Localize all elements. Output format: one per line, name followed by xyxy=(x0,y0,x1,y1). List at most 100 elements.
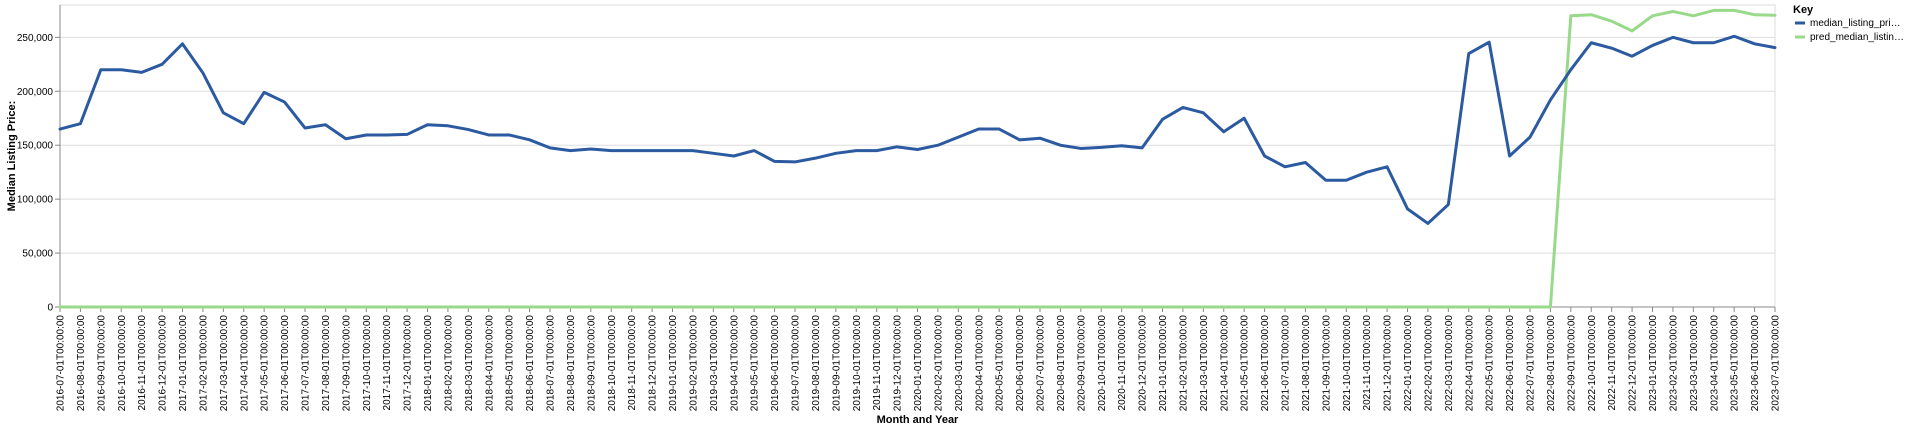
x-tick-label: 2022-03-01T00:00:00 xyxy=(1444,315,1455,412)
x-tick-label: 2019-07-01T00:00:00 xyxy=(791,315,802,412)
x-tick-label: 2017-02-01T00:00:00 xyxy=(198,315,209,412)
x-tick-label: 2020-08-01T00:00:00 xyxy=(1056,315,1067,412)
x-tick-label: 2023-06-01T00:00:00 xyxy=(1750,315,1761,412)
x-tick-label: 2020-06-01T00:00:00 xyxy=(1015,315,1026,412)
x-tick-label: 2018-08-01T00:00:00 xyxy=(566,315,577,412)
x-tick-label: 2021-02-01T00:00:00 xyxy=(1178,315,1189,412)
x-tick-label: 2023-02-01T00:00:00 xyxy=(1668,315,1679,412)
legend-title: Key xyxy=(1793,4,1814,16)
y-tick-label: 150,000 xyxy=(17,141,54,152)
x-tick-label: 2016-12-01T00:00:00 xyxy=(158,315,169,412)
x-tick-label: 2016-08-01T00:00:00 xyxy=(76,315,87,412)
x-tick-label: 2016-10-01T00:00:00 xyxy=(117,315,128,412)
x-tick-label: 2019-12-01T00:00:00 xyxy=(893,315,904,412)
x-tick-label: 2016-11-01T00:00:00 xyxy=(137,315,148,411)
x-tick-label: 2017-09-01T00:00:00 xyxy=(341,315,352,412)
y-tick-label: 0 xyxy=(47,303,53,314)
x-tick-label: 2020-10-01T00:00:00 xyxy=(1097,315,1108,412)
x-tick-label: 2023-04-01T00:00:00 xyxy=(1709,315,1720,412)
x-tick-label: 2017-06-01T00:00:00 xyxy=(280,315,291,412)
x-tick-label: 2019-03-01T00:00:00 xyxy=(709,315,720,412)
x-axis: 2016-07-01T00:00:00 2016-08-01T00:00:00 20… xyxy=(56,306,1782,412)
x-tick-label: 2017-01-01T00:00:00 xyxy=(178,315,189,412)
x-tick-label: 2022-12-01T00:00:00 xyxy=(1628,315,1639,412)
y-axis: 0 50,000 100,000 150,000 200,000 250,000 xyxy=(17,5,61,314)
x-tick-label: 2023-05-01T00:00:00 xyxy=(1730,315,1741,412)
x-tick-label: 2020-01-01T00:00:00 xyxy=(913,315,924,412)
x-tick-label: 2019-10-01T00:00:00 xyxy=(852,315,863,412)
x-tick-label: 2022-02-01T00:00:00 xyxy=(1423,315,1434,412)
plot-frame xyxy=(59,4,1776,308)
x-tick-label: 2020-05-01T00:00:00 xyxy=(995,315,1006,412)
x-tick-label: 2016-09-01T00:00:00 xyxy=(96,315,107,412)
x-tick-label: 2018-05-01T00:00:00 xyxy=(505,315,516,412)
x-tick-label: 2021-08-01T00:00:00 xyxy=(1301,315,1312,412)
x-tick-label: 2019-06-01T00:00:00 xyxy=(770,315,781,412)
x-tick-label: 2019-04-01T00:00:00 xyxy=(729,315,740,412)
x-tick-label: 2018-10-01T00:00:00 xyxy=(607,315,618,412)
x-tick-label: 2020-04-01T00:00:00 xyxy=(974,315,985,412)
x-tick-label: 2019-02-01T00:00:00 xyxy=(688,315,699,412)
x-tick-label: 2021-04-01T00:00:00 xyxy=(1219,315,1230,412)
x-tick-label: 2018-11-01T00:00:00 xyxy=(627,315,638,411)
x-tick-label: 2017-11-01T00:00:00 xyxy=(382,315,393,411)
x-tick-label: 2021-05-01T00:00:00 xyxy=(1240,315,1251,412)
x-tick-label: 2021-10-01T00:00:00 xyxy=(1342,315,1353,412)
x-tick-label: 2020-02-01T00:00:00 xyxy=(933,315,944,412)
x-tick-label: 2019-08-01T00:00:00 xyxy=(811,315,822,412)
x-tick-label: 2023-03-01T00:00:00 xyxy=(1689,315,1700,412)
x-tick-label: 2021-09-01T00:00:00 xyxy=(1321,315,1332,412)
x-tick-label: 2018-03-01T00:00:00 xyxy=(464,315,475,412)
x-tick-label: 2017-07-01T00:00:00 xyxy=(301,315,312,412)
x-tick-label: 2022-11-01T00:00:00 xyxy=(1607,315,1618,411)
x-tick-label: 2023-07-01T00:00:00 xyxy=(1771,315,1782,412)
x-tick-label: 2020-12-01T00:00:00 xyxy=(1138,315,1149,412)
x-tick-label: 2019-05-01T00:00:00 xyxy=(750,315,761,412)
x-tick-label: 2016-07-01T00:00:00 xyxy=(56,315,67,412)
x-tick-label: 2022-04-01T00:00:00 xyxy=(1464,315,1475,412)
x-tick-label: 2017-04-01T00:00:00 xyxy=(239,315,250,412)
x-tick-label: 2022-07-01T00:00:00 xyxy=(1526,315,1537,412)
x-tick-label: 2017-12-01T00:00:00 xyxy=(403,315,414,412)
x-tick-label: 2018-02-01T00:00:00 xyxy=(443,315,454,412)
x-tick-label: 2021-12-01T00:00:00 xyxy=(1383,315,1394,412)
x-tick-label: 2017-03-01T00:00:00 xyxy=(219,315,230,412)
x-tick-label: 2020-11-01T00:00:00 xyxy=(1117,315,1128,411)
x-tick-label: 2020-03-01T00:00:00 xyxy=(954,315,965,412)
x-tick-label: 2022-09-01T00:00:00 xyxy=(1566,315,1577,412)
x-tick-label: 2021-11-01T00:00:00 xyxy=(1362,315,1373,411)
x-tick-label: 2019-09-01T00:00:00 xyxy=(831,315,842,412)
x-tick-label: 2022-08-01T00:00:00 xyxy=(1546,315,1557,412)
x-tick-label: 2022-06-01T00:00:00 xyxy=(1505,315,1516,412)
x-tick-label: 2018-06-01T00:00:00 xyxy=(525,315,536,412)
x-tick-label: 2019-01-01T00:00:00 xyxy=(668,315,679,412)
x-tick-label: 2018-07-01T00:00:00 xyxy=(546,315,557,412)
y-tick-label: 50,000 xyxy=(22,249,53,260)
legend-label: median_listing_pri… xyxy=(1810,18,1901,29)
x-tick-label: 2018-04-01T00:00:00 xyxy=(484,315,495,412)
x-tick-label: 2018-12-01T00:00:00 xyxy=(648,315,659,412)
x-tick-label: 2022-10-01T00:00:00 xyxy=(1587,315,1598,412)
legend-label: pred_median_listin… xyxy=(1810,32,1904,43)
x-tick-label: 2020-07-01T00:00:00 xyxy=(1036,315,1047,412)
x-tick-label: 2021-01-01T00:00:00 xyxy=(1158,315,1169,412)
x-tick-label: 2020-09-01T00:00:00 xyxy=(1076,315,1087,412)
x-tick-label: 2022-05-01T00:00:00 xyxy=(1485,315,1496,412)
x-tick-label: 2021-06-01T00:00:00 xyxy=(1260,315,1271,412)
x-tick-label: 2018-09-01T00:00:00 xyxy=(586,315,597,412)
legend: Key median_listing_pri… pred_median_listi… xyxy=(1793,4,1904,43)
x-tick-label: 2021-03-01T00:00:00 xyxy=(1199,315,1210,412)
y-tick-label: 250,000 xyxy=(17,33,54,44)
grid-lines xyxy=(60,36,1775,308)
x-tick-label: 2017-10-01T00:00:00 xyxy=(362,315,373,412)
x-tick-label: 2021-07-01T00:00:00 xyxy=(1281,315,1292,412)
x-tick-label: 2017-05-01T00:00:00 xyxy=(260,315,271,412)
x-tick-label: 2019-11-01T00:00:00 xyxy=(872,315,883,411)
x-tick-label: 2022-01-01T00:00:00 xyxy=(1403,315,1414,412)
x-tick-label: 2023-01-01T00:00:00 xyxy=(1648,315,1659,412)
y-tick-label: 100,000 xyxy=(17,195,54,206)
y-tick-label: 200,000 xyxy=(17,87,54,98)
x-tick-label: 2017-08-01T00:00:00 xyxy=(321,315,332,412)
